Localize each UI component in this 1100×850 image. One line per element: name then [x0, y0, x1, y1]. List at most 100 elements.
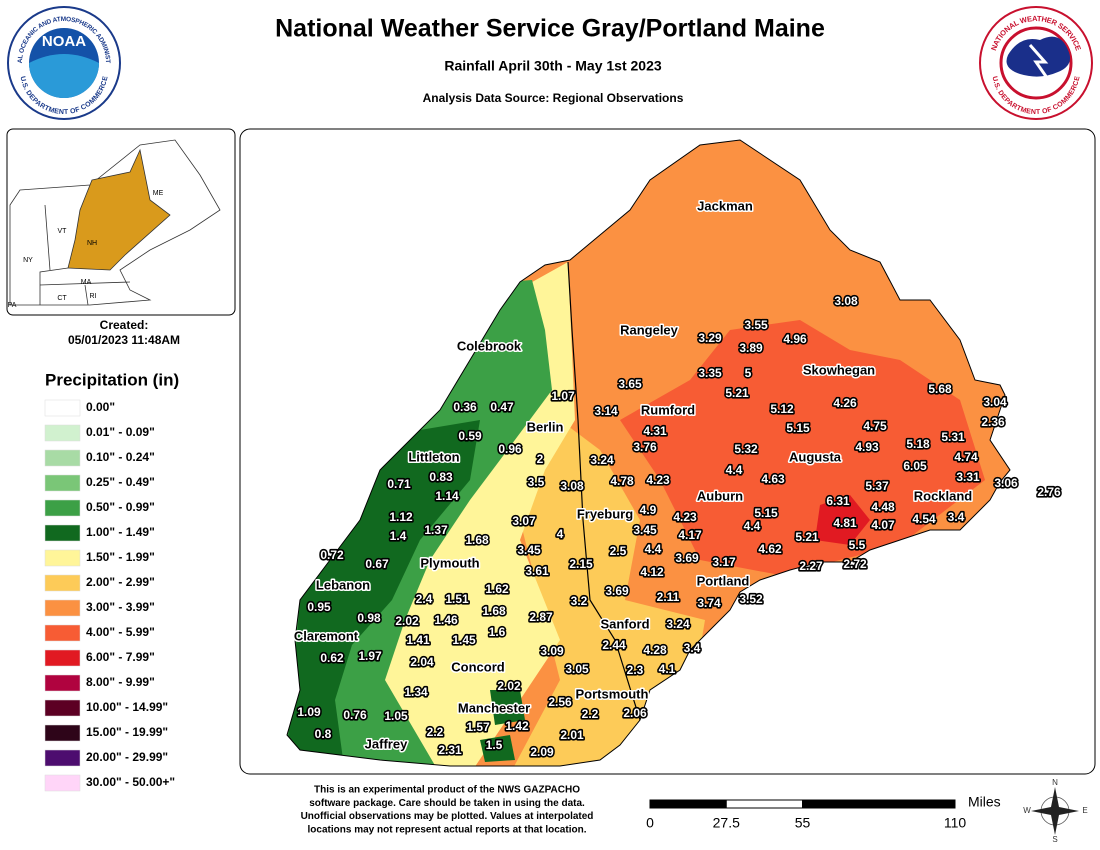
- rainfall-observation: 4.9: [640, 503, 657, 517]
- rainfall-observation: 3.74: [697, 596, 721, 610]
- rainfall-observation: 2.2: [582, 707, 599, 721]
- compass-letter: S: [1052, 835, 1057, 844]
- legend-swatch: [44, 399, 81, 417]
- rainfall-observation: 2.15: [569, 557, 593, 571]
- legend-label: 0.00": [86, 400, 115, 414]
- rainfall-observation: 3.06: [994, 476, 1018, 490]
- inset-borders: [39, 204, 131, 306]
- rainfall-observation: 5.32: [734, 442, 758, 456]
- scale-tick-label: 55: [795, 815, 811, 831]
- rainfall-observation: 3.69: [675, 551, 699, 565]
- rainfall-observation: 2.5: [610, 544, 627, 558]
- rainfall-observation: 3.29: [698, 331, 722, 345]
- rainfall-observation: 3.76: [633, 440, 657, 454]
- legend-swatch: [44, 574, 81, 592]
- rainfall-observation: 1.57: [466, 720, 490, 734]
- legend-swatch: [44, 449, 81, 467]
- nh-me-border: [567, 261, 641, 721]
- rainfall-observation: 4.74: [954, 450, 978, 464]
- rainfall-observation: 0.71: [387, 477, 411, 491]
- rainfall-observation: 5.15: [786, 421, 810, 435]
- rainfall-observation: 3.24: [590, 453, 614, 467]
- legend-label: 0.10" - 0.24": [86, 450, 155, 464]
- rainfall-zone: [490, 690, 525, 725]
- city-label: Auburn: [697, 488, 743, 503]
- rainfall-observation: 3.45: [633, 523, 657, 537]
- rainfall-observation: 1.45: [452, 633, 476, 647]
- rainfall-observation: 4.1: [659, 662, 676, 676]
- rainfall-observation: 2.01: [560, 728, 584, 742]
- inset-label: ME: [153, 190, 164, 197]
- rainfall-observation: 0.8: [315, 727, 332, 741]
- nws-logo: NATIONAL WEATHER SERVICE U.S. DEPARTMENT…: [979, 6, 1093, 120]
- rainfall-observation: 0.72: [320, 548, 344, 562]
- rainfall-observation: 3.55: [744, 318, 768, 332]
- rainfall-zone: [287, 420, 480, 766]
- rainfall-observation: 4.4: [744, 519, 761, 533]
- rainfall-observation: 2.3: [627, 663, 644, 677]
- rainfall-observation: 5.31: [941, 430, 965, 444]
- rainfall-observation: 2.2: [427, 725, 444, 739]
- legend-swatch: [44, 699, 81, 717]
- rainfall-observation: 5: [745, 366, 752, 380]
- scale-segment: [725, 799, 803, 809]
- rainfall-observation: 1.05: [384, 709, 408, 723]
- rainfall-observation: 1.6: [489, 625, 506, 639]
- city-label: Skowhegan: [803, 362, 875, 377]
- rainfall-observation: 2.56: [548, 695, 572, 709]
- rainfall-observation: 4.07: [871, 518, 895, 532]
- rainfall-observation: 4.17: [678, 528, 702, 542]
- city-label: Plymouth: [420, 555, 479, 570]
- city-label: Rangeley: [620, 322, 679, 337]
- legend-label: 0.01" - 0.09": [86, 425, 155, 439]
- disclaimer-line: software package. Care should be taken i…: [309, 798, 585, 809]
- disclaimer-line: Unofficial observations may be plotted. …: [301, 811, 594, 822]
- rainfall-observation: 2.76: [1037, 485, 1061, 499]
- city-label: Claremont: [294, 628, 359, 643]
- rainfall-observation: 4.31: [643, 424, 667, 438]
- rainfall-observation: 4.4: [645, 542, 662, 556]
- legend-label: 20.00" - 29.99": [86, 750, 168, 764]
- rainfall-observation: 4.26: [833, 396, 857, 410]
- rainfall-observation: 5.21: [725, 386, 749, 400]
- city-label: Fryeburg: [577, 506, 633, 521]
- rainfall-observation: 6.05: [903, 459, 927, 473]
- rainfall-observation: 3.52: [739, 592, 763, 606]
- legend-swatch: [44, 649, 81, 667]
- scale-tick-label: 110: [944, 815, 967, 831]
- rainfall-observation: 2.31: [438, 743, 462, 757]
- compass-letter: E: [1082, 806, 1087, 815]
- rainfall-observation: 1.4: [390, 529, 407, 543]
- legend-label: 0.50" - 0.99": [86, 500, 155, 514]
- rainfall-observation: 2.09: [530, 745, 554, 759]
- rainfall-observation: 1.37: [424, 523, 448, 537]
- rainfall-observation: 3.08: [560, 479, 584, 493]
- legend-label: 30.00" - 50.00+": [86, 775, 175, 789]
- legend-swatch: [44, 599, 81, 617]
- rainfall-observation: 3.31: [956, 470, 980, 484]
- scale-segment: [649, 799, 727, 809]
- rainfall-observation: 1.51: [445, 592, 469, 606]
- disclaimer-line: This is an experimental product of the N…: [314, 785, 580, 796]
- map-labels: Jackman Rangeley Colebrook Skowhegan Rumford…: [292, 197, 1062, 761]
- rainfall-observation: 1.46: [434, 613, 458, 627]
- compass-star: [1031, 787, 1079, 835]
- rainfall-observation: 0.67: [365, 557, 389, 571]
- inset-map: ME VT NH NY MA CT RI PA: [6, 128, 236, 316]
- scale-unit: Miles: [968, 794, 1001, 810]
- city-label: Berlin: [527, 419, 564, 434]
- rainfall-observation: 1.41: [406, 633, 430, 647]
- rainfall-observation: 3.45: [517, 543, 541, 557]
- logo-bolt: [1028, 44, 1054, 86]
- city-label: Augusta: [789, 449, 842, 464]
- rainfall-observation: 2: [537, 452, 544, 466]
- rainfall-observation: 2.36: [981, 415, 1005, 429]
- rainfall-observation: 3.4: [948, 510, 965, 524]
- rainfall-observation: 1.68: [465, 533, 489, 547]
- legend-swatch: [44, 499, 81, 517]
- legend-label: 2.00" - 2.99": [86, 575, 155, 589]
- rainfall-observation: 4.96: [783, 332, 807, 346]
- scale-segment: [802, 799, 956, 809]
